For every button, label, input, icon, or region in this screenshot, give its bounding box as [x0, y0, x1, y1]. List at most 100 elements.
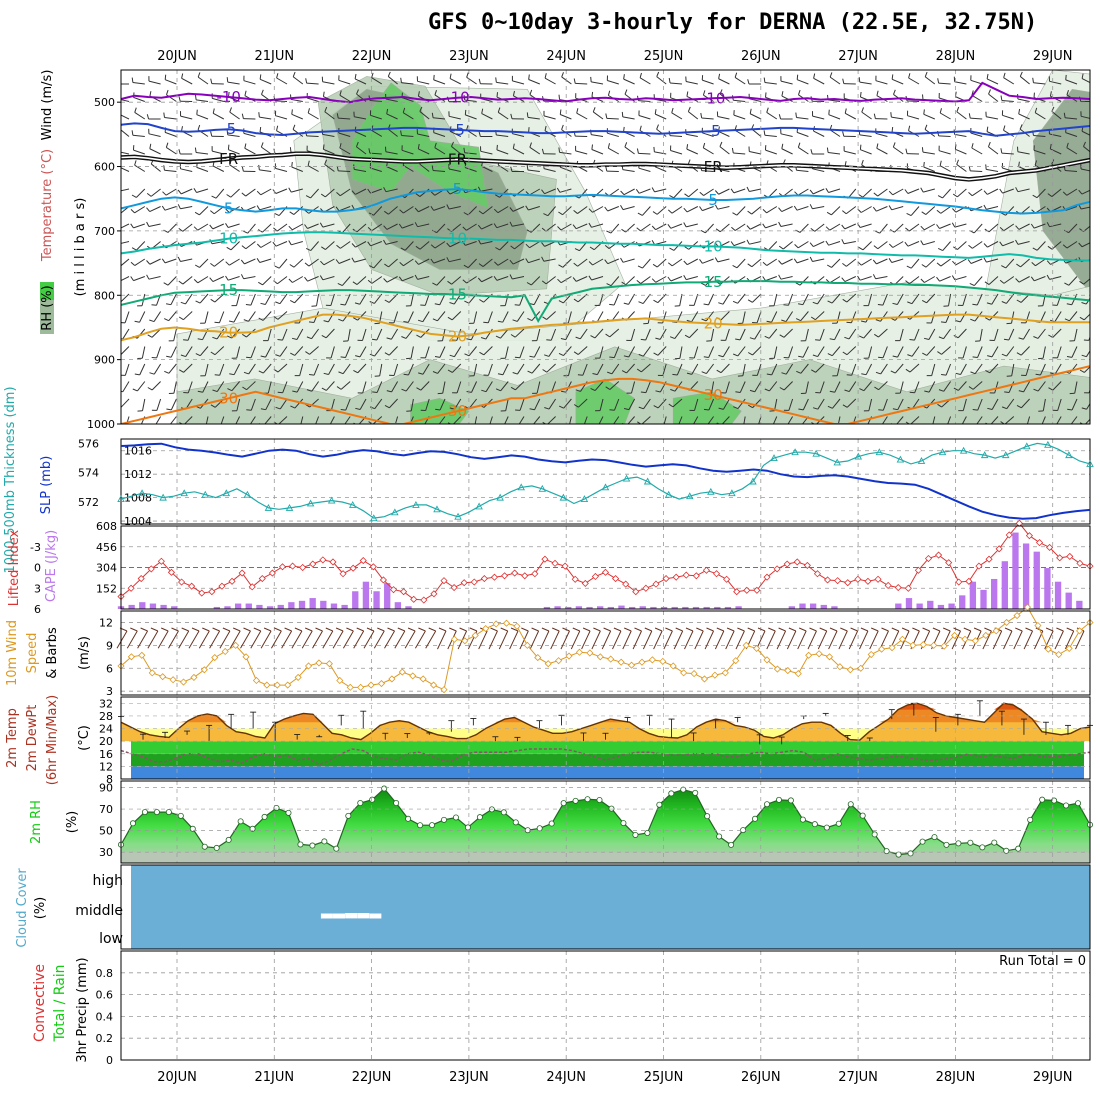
date-label-top: 26JUN: [741, 49, 781, 64]
rh-point: [860, 813, 865, 818]
isotherm-label: -5: [450, 121, 465, 139]
wind-tick: 12: [99, 616, 113, 629]
cape-bar: [980, 590, 986, 609]
pressure-tick-label: 900: [94, 354, 115, 367]
upper-barb-flag: [797, 75, 798, 80]
rh-point: [884, 849, 889, 854]
rh-point: [956, 841, 961, 846]
rh-point: [968, 840, 973, 845]
upper-barb-flag: [196, 95, 197, 100]
upper-barb-flag: [527, 112, 528, 117]
upper-barb-flag: [497, 92, 498, 97]
rh-point: [980, 845, 985, 850]
rh-point: [824, 825, 829, 830]
date-label-top: 23JUN: [449, 49, 489, 64]
cape-bar: [618, 606, 624, 609]
rh-point: [501, 810, 506, 815]
rh-base: [121, 852, 1090, 863]
rh-point: [896, 852, 901, 857]
pressure-tick-label: 500: [94, 96, 115, 109]
rh-point: [370, 797, 375, 802]
precip-tick: 0: [106, 1054, 113, 1067]
upper-barb-flag: [860, 145, 861, 150]
rh-point: [633, 832, 638, 837]
rh-tick: 30: [99, 846, 113, 859]
rh-point: [752, 816, 757, 821]
date-label-bottom: 24JUN: [546, 1070, 586, 1085]
rh-point: [812, 822, 817, 827]
isotherm-label: FR: [219, 150, 238, 168]
isotherm-label: -10: [445, 89, 470, 107]
precip-tick: 0.2: [96, 1032, 114, 1045]
upper-barb-flag: [259, 165, 260, 170]
rh-point: [1028, 817, 1033, 822]
wind-tick: 9: [106, 639, 113, 652]
rh-point: [417, 823, 422, 828]
upper-barb-flag: [309, 375, 314, 376]
isotherm-label: 10: [219, 230, 238, 248]
isotherm-label: 30: [448, 402, 467, 420]
isotherm-label: 20: [219, 324, 238, 342]
rh-point: [561, 801, 566, 806]
cape-bar: [363, 582, 369, 609]
precip-tick: 0.6: [96, 989, 114, 1002]
upper-barb-flag: [973, 357, 978, 358]
upper-barb-flag: [246, 305, 251, 306]
rh-point: [358, 800, 363, 805]
pressure-tick-label: 800: [94, 289, 115, 302]
upper-barb-flag: [704, 409, 709, 410]
upper-barb-flag: [829, 110, 830, 115]
rh-point: [549, 821, 554, 826]
cape-bar: [1034, 552, 1040, 609]
upper-barb-flag: [764, 78, 765, 83]
cape-bar: [139, 602, 145, 609]
thickness-tick: 572: [78, 496, 99, 509]
rh-point: [609, 806, 614, 811]
wind-title-label: 10m Wind: [5, 620, 20, 686]
slp-label: SLP (mb): [39, 456, 54, 515]
rh-point: [513, 820, 518, 825]
cloud-level-label: high: [92, 873, 123, 889]
upper-barb-flag: [227, 77, 228, 82]
rh-point: [1004, 848, 1009, 853]
upper-barb-flag: [922, 147, 923, 152]
upper-barb: [275, 101, 287, 102]
isotherm-label: 15: [448, 286, 467, 304]
isotherm-label: -5: [706, 122, 721, 140]
date-label-bottom: 21JUN: [254, 1070, 294, 1085]
lifted-tick: 3: [34, 582, 41, 595]
isotherm-label: 5: [708, 191, 718, 209]
date-label-top: 29JUN: [1033, 49, 1073, 64]
upper-barb-flag: [559, 95, 560, 100]
rh-point: [465, 825, 470, 830]
date-label-bottom: 28JUN: [936, 1070, 976, 1085]
cloud-middle-cell: [369, 914, 381, 919]
lifted-tick: -3: [30, 541, 41, 554]
rh-point: [214, 845, 219, 850]
cape-bar: [352, 591, 358, 609]
date-label-bottom: 29JUN: [1033, 1070, 1073, 1085]
upper-barb-flag: [546, 340, 551, 341]
rh-point: [406, 816, 411, 821]
upper-barb-flag: [910, 340, 915, 341]
date-label-top: 28JUN: [936, 49, 976, 64]
rh-point: [298, 842, 303, 847]
upper-barb-flag: [515, 305, 520, 306]
date-label-bottom: 26JUN: [741, 1070, 781, 1085]
rh-point: [537, 826, 542, 831]
rh-point: [130, 821, 135, 826]
cloud-middle-cell: [345, 913, 357, 918]
upper-barb: [607, 118, 619, 119]
upper-barb-flag: [641, 392, 646, 393]
date-label-top: 20JUN: [157, 49, 197, 64]
lifted-tick: 0: [34, 562, 41, 575]
rh-point: [1016, 846, 1021, 851]
upper-barb-flag: [1004, 392, 1009, 393]
upper-barb-flag: [290, 147, 291, 152]
cape-bar: [384, 583, 390, 609]
cape-bar: [959, 595, 965, 609]
rh-point: [429, 823, 434, 828]
